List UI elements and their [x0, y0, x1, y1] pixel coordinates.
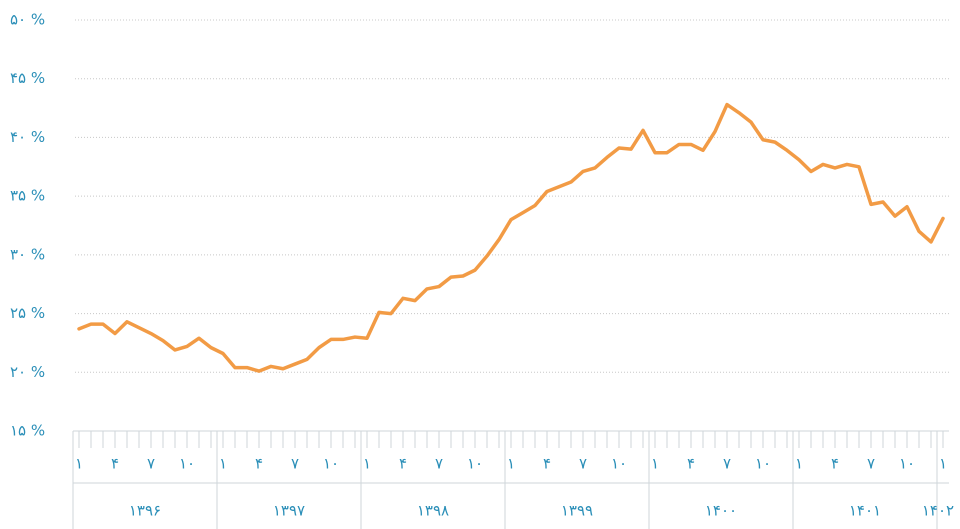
x-tick-label: ۱ [507, 455, 515, 473]
y-tick-label: ۵۰ % [10, 11, 45, 29]
x-tick-label: ۱۰ [611, 455, 627, 473]
year-label: ۱۳۹۹ [561, 502, 593, 520]
y-tick-label: ۳۰ % [10, 245, 45, 263]
x-tick-label: ۱ [651, 455, 659, 473]
year-label: ۱۳۹۶ [129, 502, 161, 520]
x-tick-label: ۱۰ [179, 455, 195, 473]
y-tick-label: ۱۵ % [10, 422, 45, 440]
x-tick-label: ۷ [579, 455, 587, 473]
x-tick-label: ۱ [75, 455, 83, 473]
year-label: ۱۴۰۰ [705, 502, 737, 520]
x-tick-label: ۷ [723, 455, 731, 473]
x-tick-label: ۷ [147, 455, 155, 473]
x-tick-label: ۴ [687, 455, 695, 473]
x-tick-label: ۴ [831, 455, 839, 473]
x-tick-label: ۴ [111, 455, 119, 473]
y-tick-label: ۳۵ % [10, 187, 45, 205]
year-label: ۱۴۰۱ [849, 502, 881, 520]
x-tick-label: ۴ [255, 455, 263, 473]
x-tick-label: ۱۰ [899, 455, 915, 473]
x-tick-label: ۴ [399, 455, 407, 473]
x-tick-label: ۱۰ [755, 455, 771, 473]
x-tick-label: ۱۰ [467, 455, 483, 473]
x-tick-label: ۱ [939, 455, 947, 473]
year-label: ۱۴۰۲ [922, 502, 954, 520]
y-tick-label: ۴۰ % [10, 128, 45, 146]
x-tick-label: ۱ [363, 455, 371, 473]
x-tick-label: ۱ [795, 455, 803, 473]
x-tick-label: ۱ [219, 455, 227, 473]
x-tick-label: ۷ [435, 455, 443, 473]
x-tick-label: ۷ [867, 455, 875, 473]
year-label: ۱۳۹۷ [273, 502, 305, 520]
y-tick-label: ۴۵ % [10, 69, 45, 87]
x-tick-label: ۷ [291, 455, 299, 473]
x-tick-label: ۱۰ [323, 455, 339, 473]
data-line [77, 102, 945, 373]
y-tick-label: ۲۰ % [10, 363, 45, 381]
x-tick-label: ۴ [543, 455, 551, 473]
y-tick-label: ۲۵ % [10, 304, 45, 322]
year-label: ۱۳۹۸ [417, 502, 449, 520]
